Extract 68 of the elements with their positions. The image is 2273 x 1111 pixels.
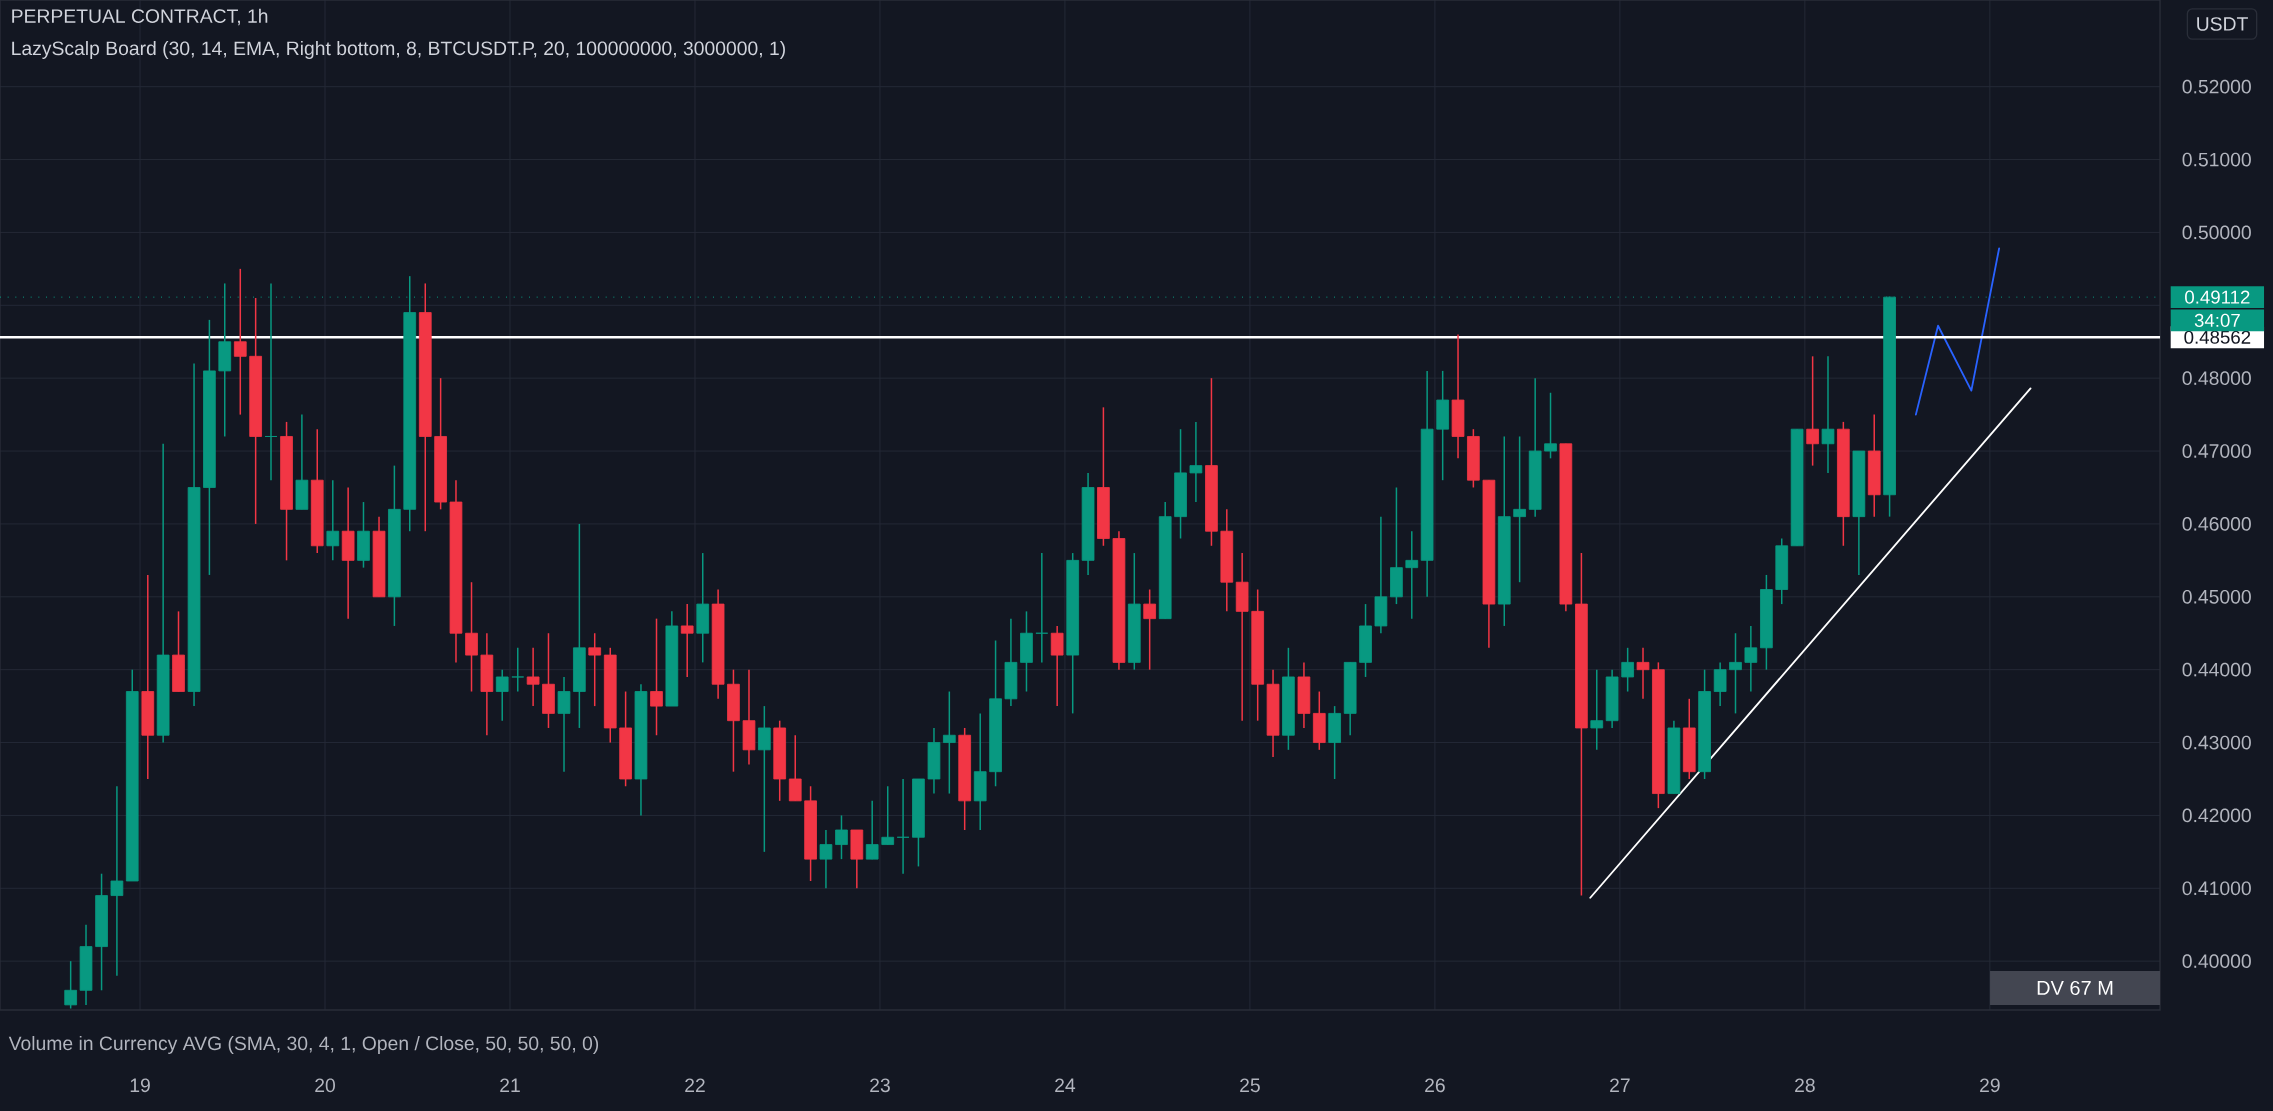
x-tick-label: 28 <box>1795 1078 1815 1093</box>
candlestick <box>233 268 247 416</box>
y-tick-label: 0.46000 <box>2182 517 2251 531</box>
y-tick-label: 0.51000 <box>2182 152 2251 167</box>
candlestick <box>650 617 663 736</box>
candlestick <box>64 960 77 1010</box>
y-tick-label: 0.47000 <box>2182 444 2251 458</box>
candlestick <box>1821 355 1835 474</box>
candlestick <box>526 647 540 707</box>
candlestick <box>758 705 771 853</box>
candlestick <box>881 785 895 846</box>
text: Volume in Currency AVG (SMA, 30, 4, 1, Open / Close, 50, 50, 50, 0) <box>8 1035 599 1055</box>
candlestick <box>1544 392 1557 460</box>
candlestick <box>1636 647 1650 700</box>
candlestick <box>1405 530 1419 620</box>
candlestick <box>1729 632 1742 715</box>
candlestick <box>1806 355 1819 467</box>
x-tick-label: 29 <box>1980 1078 2000 1093</box>
y-tick-label: 0.50000 <box>2182 225 2251 240</box>
y-tick-label: 0.52000 <box>2182 79 2251 94</box>
x-tick-label: 25 <box>1240 1078 1260 1093</box>
candlestick <box>495 668 509 722</box>
candlestick <box>1189 421 1203 503</box>
y-tick-label: 0.42000 <box>2182 808 2251 823</box>
y-tick-label: 0.45000 <box>2182 589 2251 604</box>
ref-line-label: 0.48562 <box>2184 330 2251 344</box>
x-tick-label: 24 <box>1055 1078 1076 1092</box>
candlestick <box>1513 435 1526 583</box>
x-tick-label: 20 <box>315 1078 335 1093</box>
x-tick-label: 27 <box>1610 1078 1630 1092</box>
annotation: DV 67 M <box>2037 980 2113 996</box>
x-tick-label: 19 <box>130 1078 150 1093</box>
candlestick <box>819 829 833 890</box>
candlestick <box>1590 668 1604 751</box>
candlestick <box>1621 647 1634 693</box>
candlestick <box>1050 625 1064 707</box>
text: 34:07 <box>2194 313 2240 327</box>
candlestick <box>788 734 802 802</box>
candlestick <box>326 479 340 562</box>
y-tick-label: 0.43000 <box>2182 735 2251 750</box>
candlestick <box>1744 625 1758 693</box>
candlestick <box>557 676 571 773</box>
candlestick <box>588 632 602 707</box>
candlestick <box>835 814 848 860</box>
text: LazyScalp Board (30, 14, EMA, Right bottom, 8, BTCUSDT.P, 20, 100000000, 3000000, 1) <box>12 40 785 59</box>
line-series <box>1914 247 2001 416</box>
candlestick <box>511 647 525 693</box>
x-tick-label: 23 <box>870 1078 890 1093</box>
x-tick-label: 21 <box>500 1078 520 1092</box>
x-tick-label: 22 <box>685 1078 705 1092</box>
y-axis-title: USDT <box>2197 17 2248 31</box>
candlestick <box>942 690 956 795</box>
candlestick <box>1143 588 1156 671</box>
x-tick-label: 26 <box>1425 1078 1445 1093</box>
candlestick <box>264 282 278 481</box>
candlestick <box>896 778 910 875</box>
chart-title: PERPETUAL CONTRACT, 1h <box>12 8 268 26</box>
y-tick-label: 0.40000 <box>2182 954 2251 969</box>
candlestick <box>110 785 124 977</box>
candlestick <box>1035 552 1049 664</box>
y-tick-label: 0.48000 <box>2182 371 2251 386</box>
y-tick-label: 0.44000 <box>2182 662 2251 677</box>
candlestick <box>680 603 694 678</box>
y-tick-label: 0.41000 <box>2182 881 2251 896</box>
candlestick <box>865 800 879 860</box>
candlestick <box>1713 661 1727 707</box>
ref-line-label: 0.49112 <box>2185 290 2250 304</box>
candlestick <box>465 581 478 693</box>
